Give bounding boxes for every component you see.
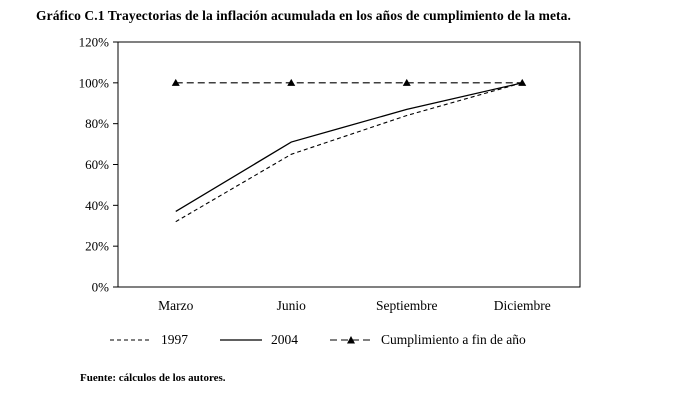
y-tick-label: 100% [79, 75, 110, 90]
x-tick-label-diciembre: Diciembre [494, 298, 551, 313]
y-tick-label: 40% [85, 198, 109, 213]
series-line-1997 [175, 82, 523, 223]
y-tick-label: 20% [85, 239, 109, 254]
marker-triangle [402, 78, 411, 86]
x-tick-label-marzo: Marzo [158, 298, 193, 313]
source-note: Fuente: cálculos de los autores. [80, 372, 226, 384]
y-tick-label: 0% [92, 280, 110, 295]
y-tick-label: 60% [85, 157, 109, 172]
legend-label: Cumplimiento a fin de año [381, 332, 526, 347]
x-tick-label-septiembre: Septiembre [376, 298, 437, 313]
legend-item-2004: 2004 [218, 332, 298, 348]
legend-item-cumplimiento-a-fin-de-año: Cumplimiento a fin de año [328, 332, 526, 348]
marker-triangle [518, 78, 527, 86]
plot-border [117, 41, 581, 288]
legend-item-1997: 1997 [108, 332, 188, 348]
marker-triangle [287, 78, 296, 86]
legend-line-sample [220, 339, 262, 341]
legend-label: 2004 [271, 332, 298, 347]
chart-legend: 1997 2004 Cumplimiento a fin de año [108, 332, 526, 348]
y-tick-label: 80% [85, 116, 109, 131]
line-chart: 0% 20% 40% 60% 80% 100% 120% Marzo Junio Septiemb… [79, 35, 581, 313]
x-tick-label-junio: Junio [277, 298, 307, 313]
legend-line-sample [330, 336, 372, 344]
chart-title: Gráfico C.1 Trayectorias de la inflación… [36, 8, 571, 23]
legend-label: 1997 [161, 332, 188, 347]
marker-triangle [171, 78, 180, 86]
legend-line-sample [110, 339, 152, 341]
chart-area: 0% 20% 40% 60% 80% 100% 120% Marzo Junio Septiemb… [70, 30, 590, 330]
series-line-2004 [175, 82, 523, 213]
y-tick-label: 120% [79, 35, 110, 50]
